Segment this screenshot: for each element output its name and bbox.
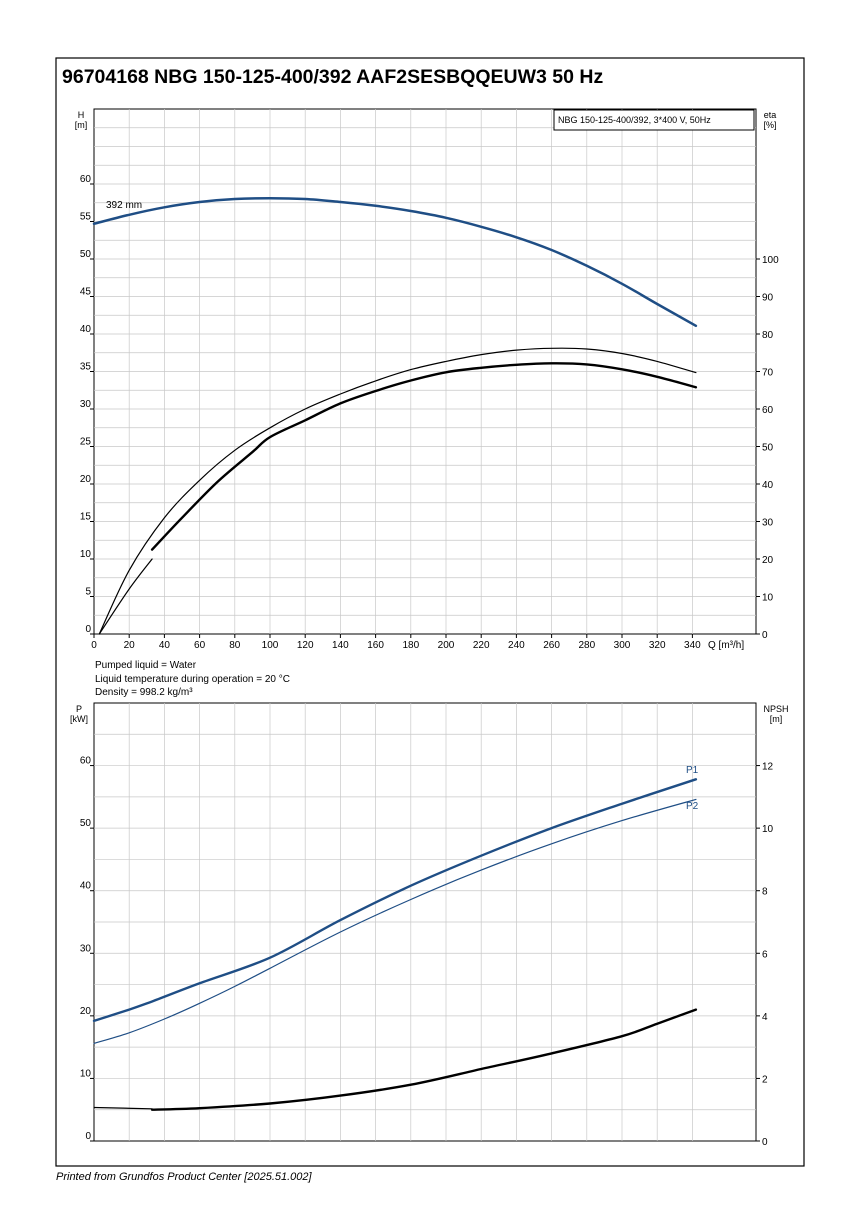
legend-text: NBG 150-125-400/392, 3*400 V, 50Hz [558, 115, 711, 125]
x-tick-label: 300 [614, 640, 631, 651]
x-tick-label: 0 [91, 640, 97, 651]
y-left-tick-label: 30 [80, 399, 92, 410]
outer-border [55, 57, 805, 1167]
y-left-tick-label: 10 [80, 1068, 92, 1079]
y-left-tick-label: 5 [85, 587, 91, 598]
y-left-tick-label: 45 [80, 287, 92, 298]
y-left-tick-label: 60 [80, 174, 92, 185]
series-group-1 [92, 196, 698, 635]
series-line-0-0 [92, 196, 698, 328]
y-left-tick-label: 15 [80, 512, 92, 523]
x-tick-label: 220 [473, 640, 490, 651]
grid-2 [94, 703, 756, 1141]
series-line-1-0 [92, 778, 698, 1023]
series-line-1-1 [93, 798, 697, 1044]
y-left-tick-label: 40 [80, 881, 92, 892]
series-line-1-3 [93, 1106, 153, 1110]
y-right-tick-label: 10 [762, 593, 774, 604]
x-tick-label: 320 [649, 640, 666, 651]
y-left-tick-label: 0 [85, 1131, 91, 1142]
y-right-tick-label: 100 [762, 255, 779, 266]
x-tick-label: 280 [578, 640, 595, 651]
y-left-tick-label: 25 [80, 437, 92, 448]
x-tick-label: 200 [438, 640, 455, 651]
y-left-tick-label: 20 [80, 1006, 92, 1017]
x-tick-label: 40 [159, 640, 171, 651]
y-right-tick-label: 90 [762, 293, 774, 304]
y-right-tick-label: 80 [762, 330, 774, 341]
y-right-tick-label: 50 [762, 443, 774, 454]
x-tick-label: 80 [229, 640, 241, 651]
y-left-label-1-line2: [m] [75, 120, 88, 130]
y-right-tick-label: 30 [762, 518, 774, 529]
y-right-tick-label: 20 [762, 555, 774, 566]
y-left-label-2-line2: [kW] [70, 714, 88, 724]
x-tick-label: 20 [124, 640, 136, 651]
y-left-tick-label: 35 [80, 362, 92, 373]
x-tick-label: 260 [543, 640, 560, 651]
page-title: 96704168 NBG 150-125-400/392 AAF2SESBQQE… [62, 66, 603, 88]
y-left-label-1-line1: H [78, 110, 85, 120]
y-right-label-2-line2: [m] [770, 714, 783, 724]
head-efficiency-panel: 0 20 40 60 80 100 120 140 160 180 200 220 240 260 280 3… [75, 108, 779, 651]
y-left-label-2-line1: P [76, 704, 82, 714]
y-right-tick-labels-1: 0 10 20 30 40 50 60 70 80 90 100 [756, 255, 779, 641]
series-line-0-2 [150, 362, 698, 551]
y-right-tick-label: 6 [762, 949, 768, 960]
y-right-tick-label: 70 [762, 368, 774, 379]
note-density: Density = 998.2 kg/m³ [95, 687, 193, 698]
y-left-tick-label: 55 [80, 212, 92, 223]
y-left-tick-label: 20 [80, 474, 92, 485]
x-tick-label: 120 [297, 640, 314, 651]
x-tick-label: 140 [332, 640, 349, 651]
x-tick-label: 240 [508, 640, 525, 651]
series-line-0-1 [98, 347, 697, 635]
y-right-tick-label: 4 [762, 1012, 768, 1023]
y-right-tick-label: 0 [762, 630, 768, 641]
y-right-tick-label: 0 [762, 1137, 768, 1148]
y-left-tick-label: 50 [80, 249, 92, 260]
x-tick-label: 60 [194, 640, 206, 651]
y-right-tick-labels-2: 0 2 4 6 8 10 12 [756, 762, 774, 1148]
y-right-tick-label: 12 [762, 762, 774, 773]
y-left-tick-labels-1: 0 5 10 15 20 25 30 35 40 45 50 55 60 [80, 174, 94, 635]
y-right-tick-label: 40 [762, 480, 774, 491]
footer-printed-from: Printed from Grundfos Product Center [20… [56, 1171, 312, 1183]
note-pumped-liquid: Pumped liquid = Water [95, 660, 197, 671]
y-right-tick-label: 2 [762, 1074, 768, 1085]
y-right-tick-label: 60 [762, 405, 774, 416]
x-axis-label: Q [m³/h] [708, 640, 744, 651]
y-right-label-1-line1: eta [764, 110, 777, 120]
y-left-tick-labels-2: 0 10 20 30 40 50 60 [80, 756, 94, 1142]
series-label-p2: P2 [686, 801, 699, 812]
y-right-tick-label: 8 [762, 887, 768, 898]
y-left-tick-label: 0 [85, 624, 91, 635]
grid-1 [94, 109, 756, 634]
y-right-tick-label: 10 [762, 824, 774, 835]
y-right-label-2-line1: NPSH [763, 704, 788, 714]
series-label-p1: P1 [686, 765, 699, 776]
y-left-tick-label: 40 [80, 324, 92, 335]
x-tick-label: 160 [367, 640, 384, 651]
legend-box [553, 109, 755, 131]
note-liquid-temperature: Liquid temperature during operation = 20… [95, 674, 290, 685]
x-tick-labels: 0 20 40 60 80 100 120 140 160 180 200 220 240 260 280 3… [91, 634, 701, 651]
y-left-tick-label: 30 [80, 943, 92, 954]
y-left-tick-label: 10 [80, 549, 92, 560]
series-line-1-2 [150, 1008, 698, 1111]
y-left-tick-label: 50 [80, 818, 92, 829]
curve-annotation-392mm: 392 mm [106, 200, 142, 211]
y-right-label-1-line2: [%] [763, 120, 776, 130]
x-tick-label: 180 [402, 640, 419, 651]
series-line-0-3 [98, 558, 153, 635]
series-group-2 [92, 778, 698, 1111]
x-tick-label: 100 [262, 640, 279, 651]
y-left-tick-label: 60 [80, 756, 92, 767]
x-tick-label: 340 [684, 640, 701, 651]
